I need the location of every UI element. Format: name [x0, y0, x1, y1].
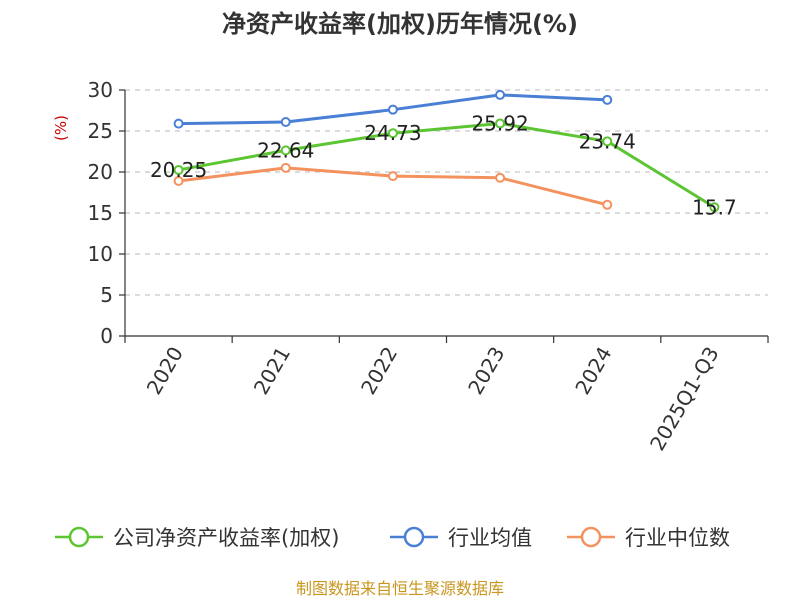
series-1-point-0 [173, 118, 184, 129]
series-line-0 [178, 121, 716, 209]
data-label-2: 24.73 [364, 121, 421, 145]
series-1-point-2 [387, 104, 398, 115]
series-0-point-2 [387, 128, 398, 139]
legend-marker-1 [403, 526, 425, 548]
x-tick-label-2022: 2022 [356, 343, 402, 399]
series-1-point-4 [602, 94, 613, 105]
series-0-point-1 [280, 145, 291, 156]
x-tick-label-2025Q1-Q3: 2025Q1-Q3 [645, 343, 724, 455]
x-tick-label-2024: 2024 [570, 343, 616, 399]
data-label-4: 23.74 [579, 129, 636, 153]
source-note: 制图数据来自恒生聚源数据库 [296, 579, 504, 598]
y-tick-label-15: 15 [88, 201, 113, 225]
series-0-point-0 [173, 164, 184, 175]
series-0-point-3 [495, 118, 506, 129]
x-tick-label-2023: 2023 [463, 343, 509, 399]
y-tick-label-25: 25 [88, 119, 113, 143]
axes: 0 5 10 15 20 25 30 2020 2021 2022 2023 2024 2025Q1-Q… [88, 78, 769, 455]
series-layer [173, 89, 720, 213]
data-label-0: 20.25 [150, 158, 207, 182]
data-labels: 20.25 22.64 24.73 25.92 23.74 15.7 [150, 111, 737, 219]
y-tick-label-5: 5 [100, 283, 113, 307]
series-2-point-3 [495, 172, 506, 183]
data-label-1: 22.64 [257, 138, 314, 162]
series-2-point-2 [387, 171, 398, 182]
chart-title: 净资产收益率(加权)历年情况(%) [222, 10, 578, 38]
series-2-point-0 [173, 176, 184, 187]
data-label-5: 15.7 [692, 195, 737, 219]
legend-marker-2 [580, 526, 602, 548]
legend-label-0: 公司净资产收益率(加权) [113, 526, 339, 550]
series-2-point-1 [280, 162, 291, 173]
legend-label-2: 行业中位数 [625, 526, 730, 550]
grid-lines [125, 89, 768, 296]
y-axis-label: (%) [52, 115, 70, 141]
legend: 公司净资产收益率(加权) 行业均值 行业中位数 [55, 526, 730, 550]
y-tick-label-20: 20 [88, 160, 113, 184]
legend-marker-0 [68, 526, 90, 548]
series-1-point-3 [495, 89, 506, 100]
data-label-3: 25.92 [471, 111, 528, 135]
y-tick-label-10: 10 [88, 242, 113, 266]
y-tick-label-30: 30 [88, 78, 113, 102]
series-2-point-4 [602, 199, 613, 210]
x-tick-label-2021: 2021 [249, 343, 295, 399]
series-1-point-1 [280, 116, 291, 127]
legend-label-1: 行业均值 [448, 526, 532, 550]
x-tick-label-2020: 2020 [142, 343, 188, 399]
y-tick-label-0: 0 [100, 324, 113, 348]
series-0-point-4 [602, 136, 613, 147]
series-0-point-5 [709, 202, 720, 213]
